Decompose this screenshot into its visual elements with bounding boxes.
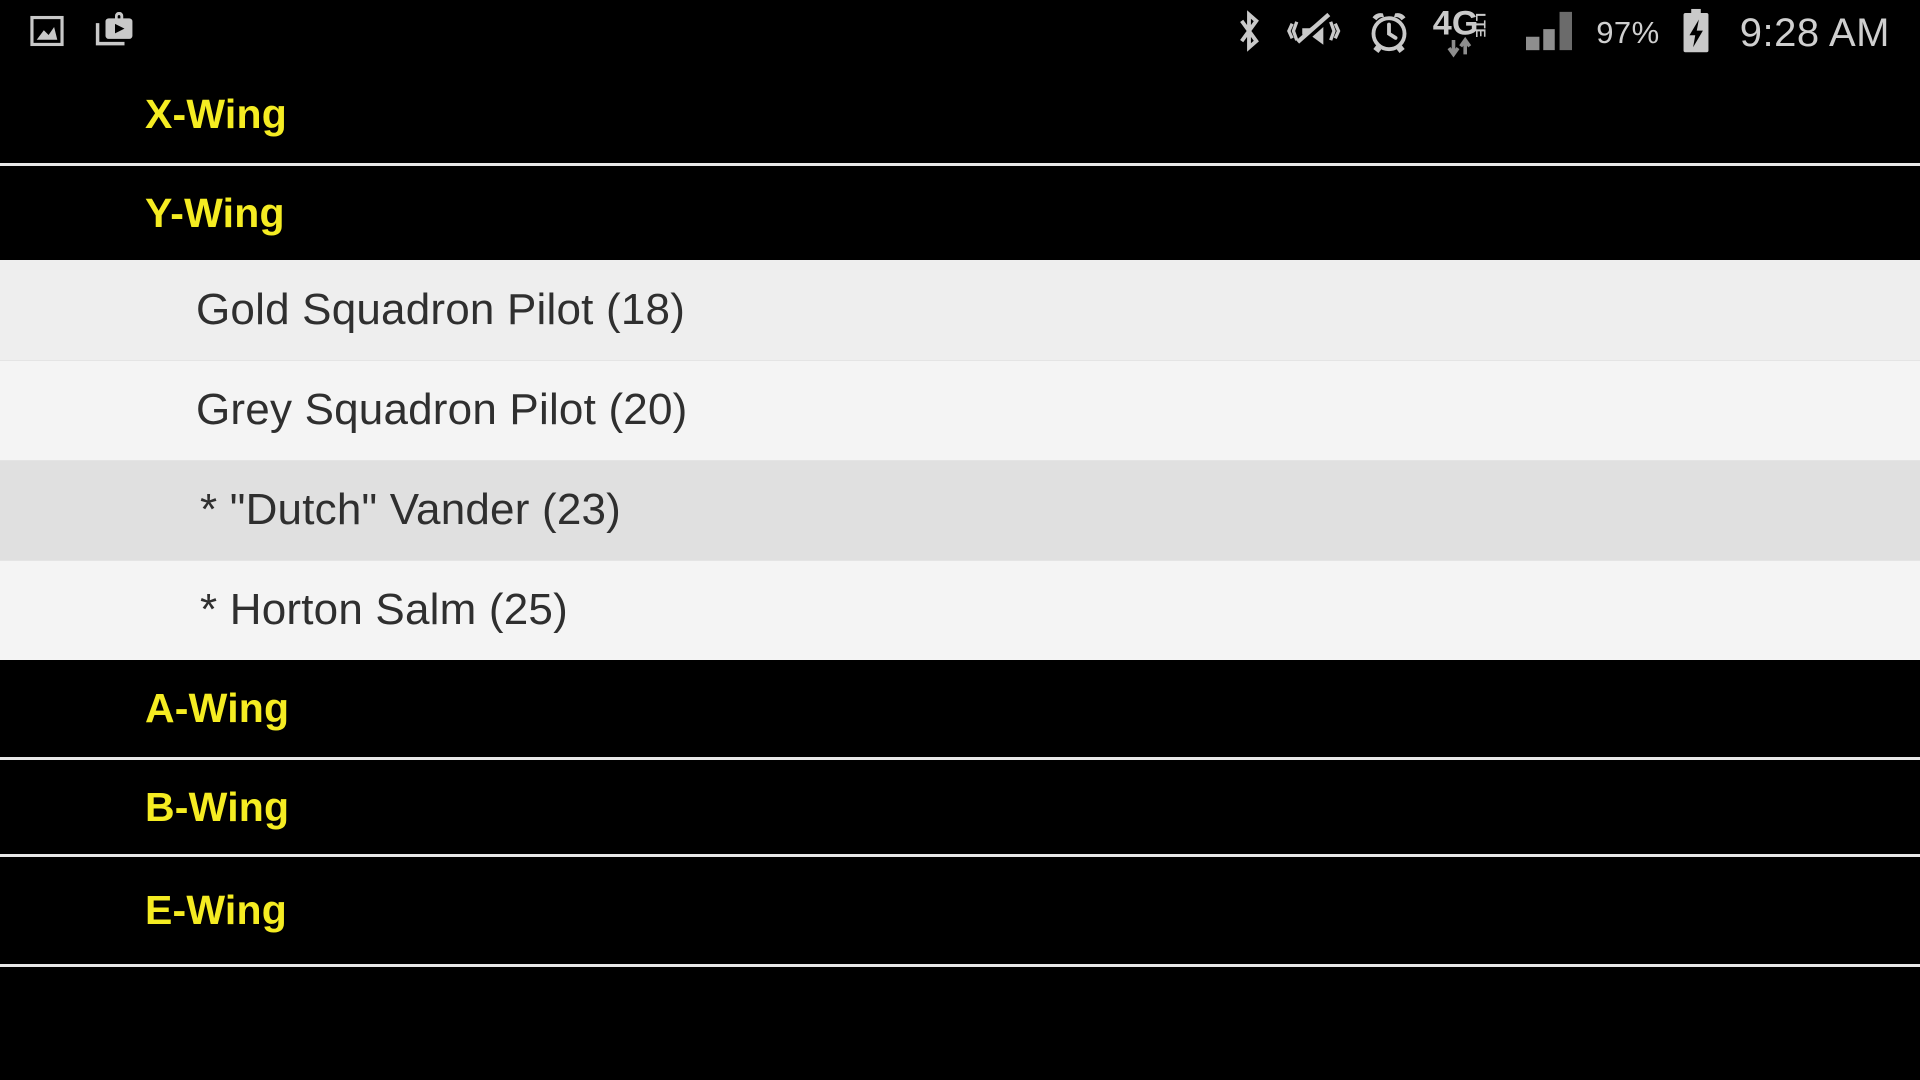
list-item[interactable]: Gold Squadron Pilot (18)	[0, 260, 1920, 360]
svg-text:4G: 4G	[1433, 4, 1479, 42]
battery-percent-label: 97%	[1596, 15, 1660, 50]
signal-bars-icon	[1522, 8, 1576, 59]
group-header-y-wing[interactable]: Y-Wing	[0, 163, 1920, 260]
list-item-label: Gold Squadron Pilot (18)	[196, 285, 686, 334]
image-icon	[28, 12, 66, 55]
svg-text:LTE: LTE	[1473, 13, 1488, 38]
battery-charging-icon	[1680, 8, 1712, 59]
group-header-label: B-Wing	[145, 783, 290, 830]
list-item[interactable]: * Horton Salm (25)	[0, 560, 1920, 660]
group-header-x-wing[interactable]: X-Wing	[0, 66, 1920, 163]
list-item-label: * Horton Salm (25)	[200, 585, 568, 634]
notification-icons	[0, 11, 136, 55]
group-header-label: E-Wing	[145, 887, 288, 933]
pilot-list[interactable]: X-Wing Y-Wing Gold Squadron Pilot (18) G…	[0, 66, 1920, 984]
group-header-a-wing[interactable]: A-Wing	[0, 660, 1920, 757]
list-item[interactable]: Grey Squadron Pilot (20)	[0, 360, 1920, 460]
status-indicators: 4G LTE 97% 9:28 AM	[1232, 0, 1890, 66]
status-bar[interactable]: 4G LTE 97% 9:28 AM	[0, 0, 1920, 66]
list-item-label: * "Dutch" Vander (23)	[200, 485, 622, 534]
bluetooth-icon	[1232, 9, 1266, 58]
alarm-icon	[1366, 8, 1412, 59]
video-cast-icon	[94, 11, 136, 55]
group-header-b-wing[interactable]: B-Wing	[0, 757, 1920, 854]
list-bottom-divider	[0, 964, 1920, 984]
vibrate-mute-icon	[1286, 9, 1346, 58]
clock-label: 9:28 AM	[1739, 10, 1890, 55]
list-item-label: Grey Squadron Pilot (20)	[196, 385, 688, 434]
group-header-label: A-Wing	[145, 685, 290, 731]
network-4g-lte-icon: 4G LTE	[1432, 4, 1502, 63]
group-header-label: X-Wing	[145, 91, 288, 137]
group-header-e-wing[interactable]: E-Wing	[0, 854, 1920, 964]
list-item[interactable]: * "Dutch" Vander (23)	[0, 460, 1920, 560]
group-header-label: Y-Wing	[145, 189, 285, 236]
